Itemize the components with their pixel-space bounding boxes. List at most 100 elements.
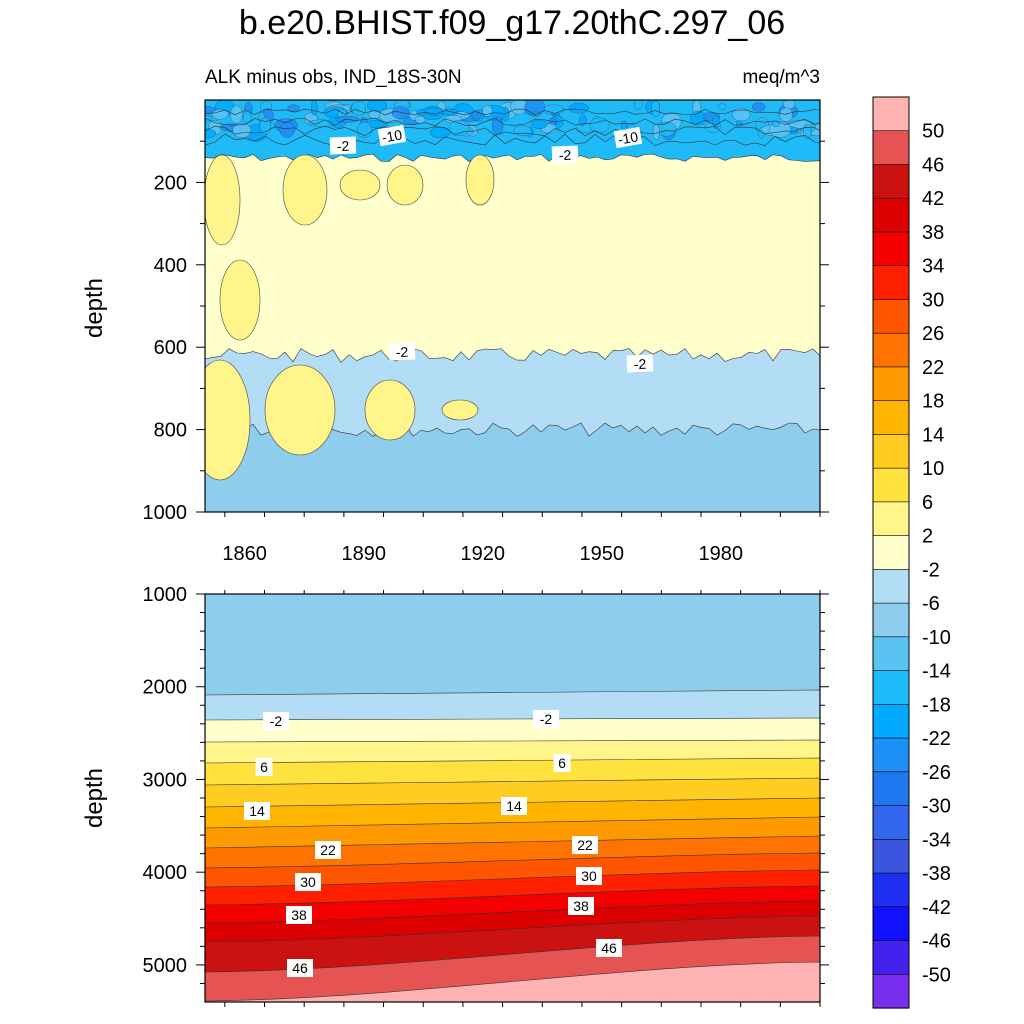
contour-label: 6 — [260, 759, 268, 775]
surface-blob — [366, 100, 388, 112]
colorbar-label: 38 — [922, 222, 944, 244]
positive-anomaly-patch — [264, 364, 336, 456]
ytick-label: 5000 — [143, 955, 188, 977]
positive-anomaly-patch — [219, 259, 261, 341]
xtick-label: 1980 — [699, 543, 744, 565]
surface-contour — [205, 133, 820, 147]
left-string: ALK minus obs, IND_18S-30N — [205, 67, 462, 88]
surface-blob — [205, 128, 217, 139]
contour-label: 22 — [577, 837, 593, 853]
colorbar-label: -2 — [922, 559, 940, 581]
surface-contour — [205, 125, 820, 137]
positive-anomaly-patch — [282, 154, 328, 226]
surface-blob — [441, 108, 459, 116]
colorbar: 50 46 42 38 34 30 26 22 18 14 10 6 2 -2 -6 -10 -14 -18 -22… — [872, 96, 951, 1009]
colorbar-label: -18 — [922, 694, 951, 716]
contour-label: 14 — [506, 798, 522, 814]
contour-label: -2 — [540, 711, 553, 727]
contour-label: -2 — [551, 145, 579, 164]
surface-blob — [424, 107, 443, 116]
colorbar-box — [872, 332, 910, 368]
colorbar-label: -38 — [922, 863, 951, 885]
surface-contour — [205, 117, 820, 127]
positive-anomaly-patch — [386, 164, 424, 206]
colorbar-label: 14 — [922, 424, 944, 446]
colorbar-box — [872, 569, 910, 604]
colorbar-label: -34 — [922, 829, 951, 851]
surface-contour — [205, 108, 820, 116]
ytick-label: 2000 — [143, 677, 188, 699]
svg-text:-2: -2 — [633, 356, 646, 372]
colorbar-label: 50 — [922, 121, 944, 143]
xtick-label: 1890 — [341, 543, 386, 565]
colorbar-box — [872, 265, 910, 301]
contour-label-bg — [553, 754, 571, 772]
positive-anomaly-patch — [339, 169, 381, 201]
contour-label: -10 — [613, 126, 643, 149]
surface-blob — [651, 100, 661, 117]
colorbar-label: 6 — [922, 492, 933, 514]
colorbar-label: 46 — [922, 154, 944, 176]
contour-label-bg — [286, 906, 312, 924]
colorbar-box — [872, 805, 910, 840]
ytick-label: 800 — [154, 420, 187, 442]
xtick-label: 1860 — [222, 543, 267, 565]
surface-blob — [429, 126, 451, 139]
contour-label-bg — [576, 867, 602, 885]
svg-text:-10: -10 — [617, 128, 640, 147]
colorbar-box — [872, 906, 910, 942]
positive-anomaly-patch — [364, 379, 416, 441]
colorbar-box — [872, 501, 910, 537]
contour-label: -2 — [329, 136, 357, 155]
surface-blob — [449, 119, 470, 136]
contour-label-bg — [533, 710, 559, 728]
surface-blob — [772, 120, 780, 128]
colorbar-box — [872, 96, 910, 132]
colorbar-box — [872, 704, 910, 739]
colorbar-label: 2 — [922, 526, 933, 548]
ytick-label: 600 — [154, 337, 187, 359]
ylabel: depth — [81, 278, 108, 338]
surface-blob — [287, 104, 300, 113]
colorbar-label: 10 — [922, 458, 944, 480]
svg-text:-2: -2 — [395, 344, 408, 360]
contour-label-bg — [295, 873, 321, 891]
surface-blob — [531, 119, 548, 129]
band-50 — [205, 961, 820, 1002]
contour-label: 46 — [601, 940, 617, 956]
contour-label-bg — [501, 797, 527, 815]
colorbar-label: 18 — [922, 391, 944, 413]
contour-label: -10 — [377, 124, 407, 147]
contour-label-bg — [263, 712, 289, 730]
surface-blob — [751, 102, 766, 112]
contour-label: 38 — [573, 898, 589, 914]
colorbar-label: 30 — [922, 289, 944, 311]
colorbar-label: 34 — [922, 256, 944, 278]
surface-blob — [717, 103, 727, 111]
xtick-label: 1920 — [460, 543, 505, 565]
colorbar-box — [872, 299, 910, 334]
svg-text:-2: -2 — [558, 147, 571, 163]
contour-label: 14 — [249, 803, 265, 819]
colorbar-box — [872, 434, 910, 469]
colorbar-box — [872, 771, 910, 807]
colorbar-box — [872, 737, 910, 773]
contour-label: -2 — [388, 342, 416, 361]
contour-label: 30 — [581, 868, 597, 884]
surface-blob — [652, 123, 660, 141]
contour-label-bg — [596, 939, 622, 957]
surface-blob — [633, 100, 643, 110]
colorbar-box — [872, 400, 910, 436]
chart-title: b.e20.BHIST.f09_g17.20thC.297_06 — [238, 4, 786, 42]
colorbar-box — [872, 872, 910, 908]
surface-blob — [232, 122, 252, 138]
contour-label-bg — [568, 897, 594, 915]
contour-label: 38 — [291, 907, 307, 923]
contour-label-bg — [315, 841, 341, 859]
colorbar-label: -26 — [922, 762, 951, 784]
ylabel: depth — [81, 768, 108, 828]
colorbar-label: 22 — [922, 357, 944, 379]
colorbar-frame — [872, 96, 910, 1009]
